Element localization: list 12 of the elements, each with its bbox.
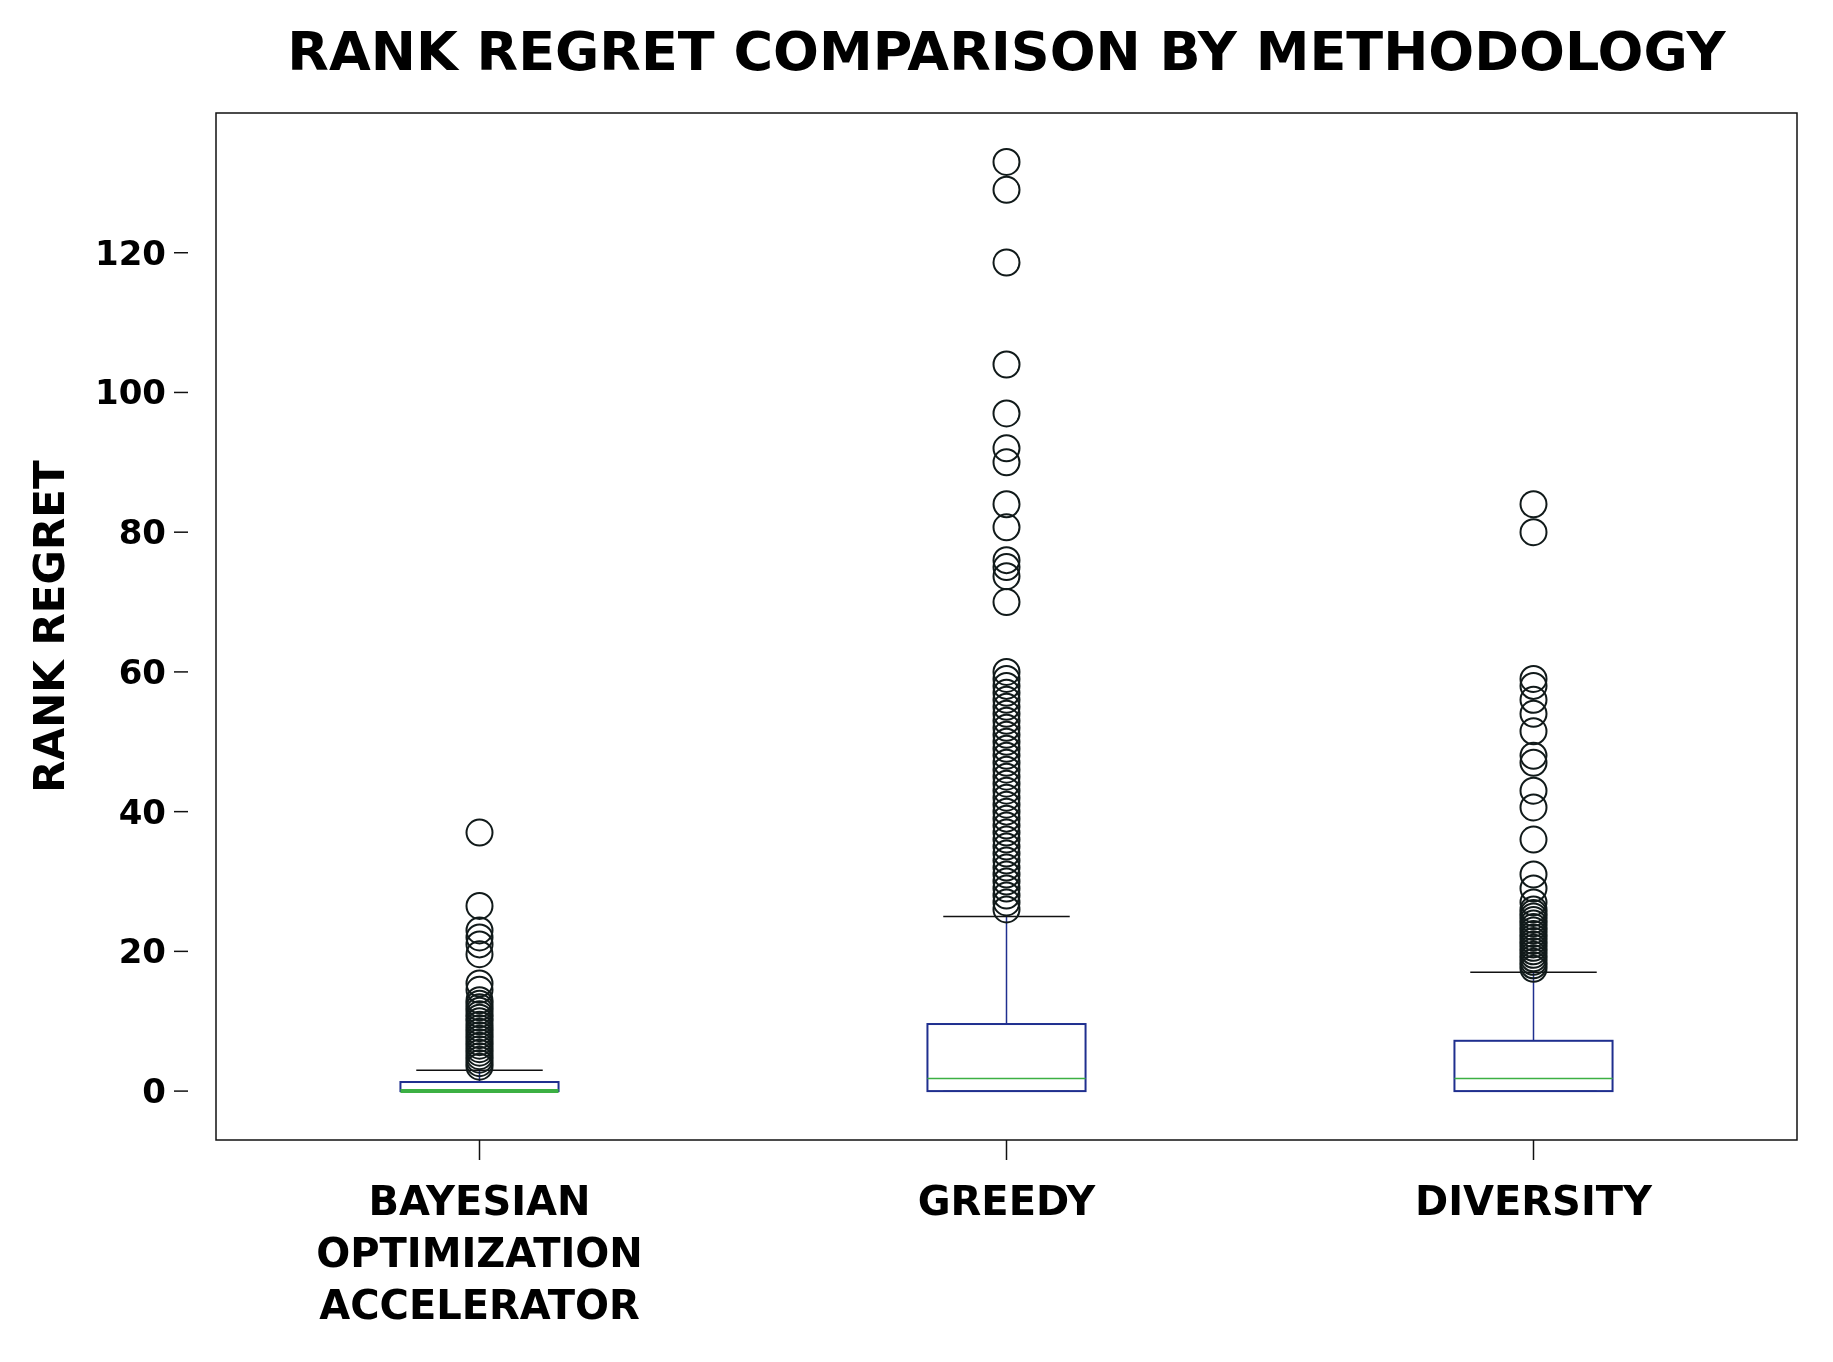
y-tick-label: 80 (118, 512, 166, 553)
y-tick-label: 40 (118, 791, 166, 832)
chart-title: RANK REGRET COMPARISON BY METHODOLOGY (287, 20, 1727, 83)
x-tick-label: DIVERSITY (1414, 1178, 1654, 1224)
y-tick-label: 0 (142, 1071, 166, 1111)
y-tick-label: 60 (118, 651, 166, 692)
x-tick-label: BAYESIAN OPTIMIZATION ACCELERATOR (316, 1178, 643, 1328)
y-tick-label: 120 (95, 232, 166, 273)
y-tick-label: 100 (95, 372, 166, 413)
x-tick-label: GREEDY (917, 1178, 1097, 1224)
y-axis-title: RANK REGRET (25, 459, 74, 793)
y-tick-label: 20 (118, 931, 166, 972)
